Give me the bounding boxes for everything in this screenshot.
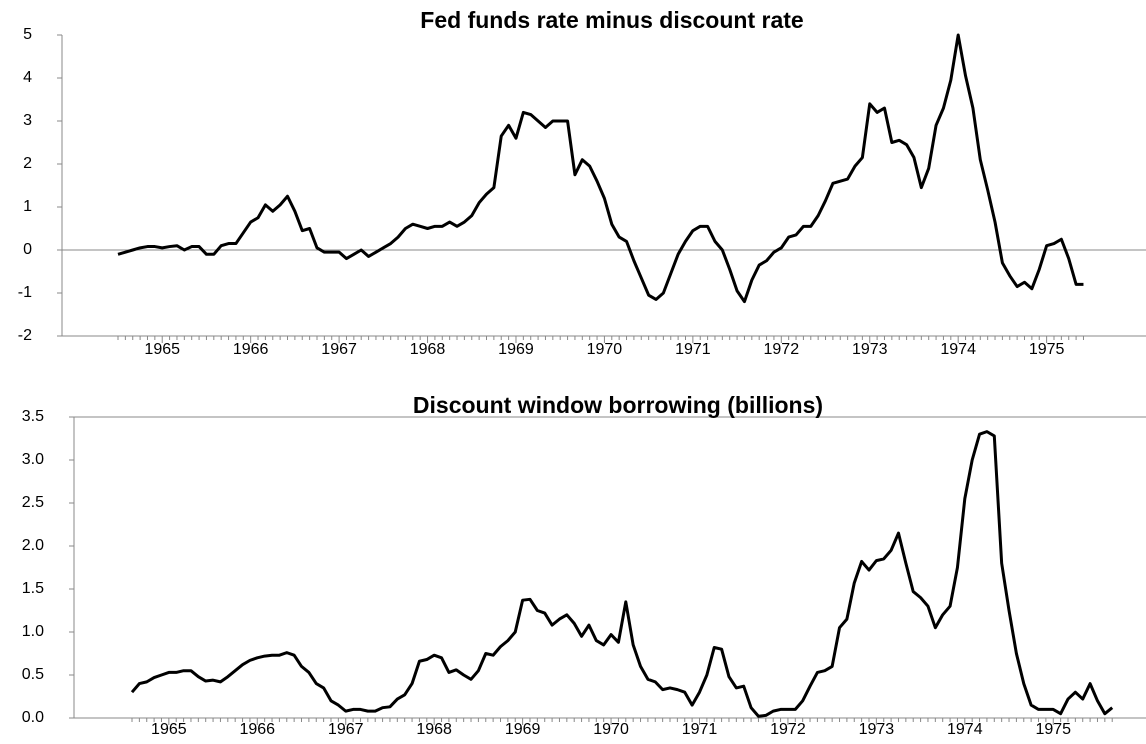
y-tick-label: 3.5 (22, 408, 44, 425)
y-tick-label: 0 (23, 241, 32, 258)
x-tick-label: 1967 (328, 721, 364, 738)
x-tick-label: 1971 (675, 341, 711, 358)
chart-title: Discount window borrowing (billions) (413, 392, 823, 418)
chart-title: Fed funds rate minus discount rate (420, 7, 803, 33)
y-tick-label: 3 (23, 112, 32, 129)
y-tick-label: 1.5 (22, 580, 44, 597)
x-tick-label: 1974 (947, 721, 983, 738)
y-tick-label: 5 (23, 26, 32, 43)
x-tick-label: 1967 (321, 341, 357, 358)
y-tick-label: 3.0 (22, 451, 44, 468)
y-tick-label: 0.0 (22, 709, 44, 726)
x-tick-label: 1970 (587, 341, 623, 358)
x-tick-label: 1975 (1029, 341, 1065, 358)
x-tick-label: 1970 (593, 721, 629, 738)
y-tick-label: 1.0 (22, 623, 44, 640)
y-tick-label: 1 (23, 198, 32, 215)
x-tick-label: 1966 (239, 721, 275, 738)
x-tick-label: 1965 (151, 721, 187, 738)
y-tick-label: 2.5 (22, 494, 44, 511)
x-tick-label: 1973 (859, 721, 895, 738)
y-tick-label: -2 (18, 327, 32, 344)
x-tick-label: 1974 (940, 341, 976, 358)
x-tick-label: 1972 (764, 341, 800, 358)
x-tick-label: 1968 (416, 721, 452, 738)
data-line (130, 430, 1114, 718)
y-tick-label: 2 (23, 155, 32, 172)
data-line (117, 33, 1084, 304)
x-tick-label: 1973 (852, 341, 888, 358)
x-tick-label: 1969 (505, 721, 541, 738)
y-tick-label: 2.0 (22, 537, 44, 554)
x-tick-label: 1972 (770, 721, 806, 738)
x-tick-label: 1975 (1035, 721, 1071, 738)
x-tick-label: 1968 (410, 341, 446, 358)
y-tick-label: -1 (18, 284, 32, 301)
x-tick-label: 1966 (233, 341, 269, 358)
x-tick-label: 1969 (498, 341, 534, 358)
x-tick-label: 1971 (682, 721, 718, 738)
x-tick-label: 1965 (144, 341, 180, 358)
y-tick-label: 0.5 (22, 666, 44, 683)
y-tick-label: 4 (23, 69, 32, 86)
